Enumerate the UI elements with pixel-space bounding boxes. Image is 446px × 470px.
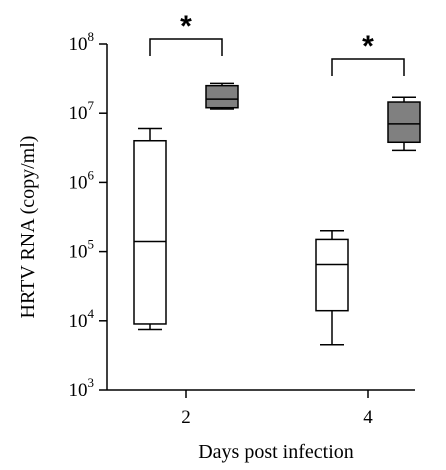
iqr-box [387,101,421,144]
y-tick-label: 107 [69,98,95,124]
box-0-1 [315,230,349,346]
significance-star: * [180,10,192,43]
iqr-box [133,139,167,325]
iqr-box [315,238,349,312]
box-1-0 [205,82,239,110]
y-axis-title: HRTV RNA (copy/ml) [17,136,39,319]
box-series [133,82,421,346]
y-tick-label: 105 [69,237,95,263]
y-tick-label: 108 [69,29,95,55]
y-tick-label: 104 [69,306,95,332]
significance-star: * [362,30,374,63]
x-axis-title: Days post infection [198,441,354,463]
significance-bracket [149,38,223,56]
y-tick-label: 103 [69,375,95,401]
iqr-box [205,84,239,109]
box-1-1 [387,96,421,152]
y-axis-ticks: 103 104 105 106 107 108 [69,29,107,401]
significance-bracket [331,58,405,76]
x-tick-label: 2 [181,407,191,428]
significance-brackets: ** [149,10,405,76]
y-tick-label: 106 [69,167,95,193]
box-0-0 [133,127,167,331]
x-tick-label: 4 [363,407,373,428]
